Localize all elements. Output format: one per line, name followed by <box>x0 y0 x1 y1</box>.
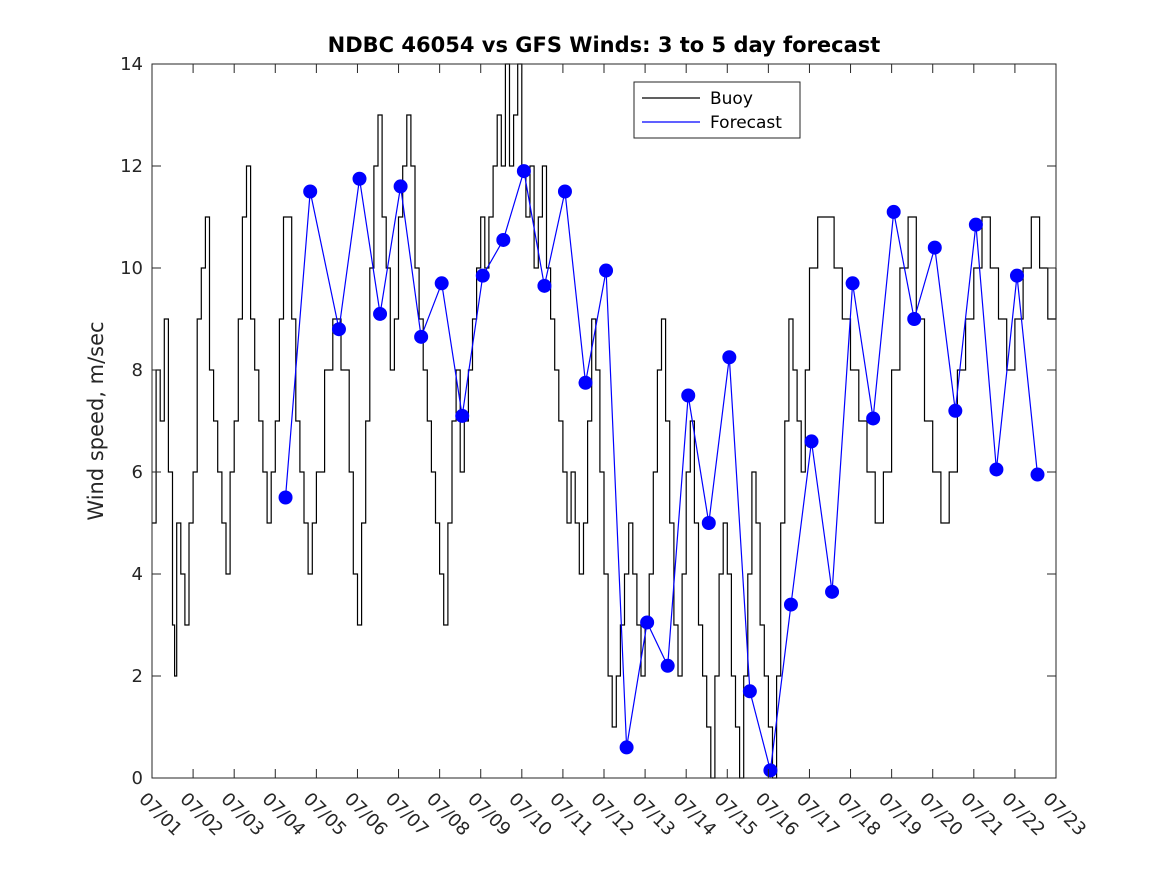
y-tick-label: 2 <box>132 666 143 687</box>
forecast-marker <box>278 490 293 505</box>
forecast-marker <box>537 278 552 293</box>
forecast-marker <box>619 740 634 755</box>
forecast-marker <box>1009 268 1024 283</box>
y-tick-label: 8 <box>132 360 143 381</box>
forecast-marker <box>701 516 716 530</box>
legend: Buoy Forecast <box>633 81 801 139</box>
data-layer <box>152 63 1057 779</box>
forecast-marker <box>578 375 593 390</box>
forecast-marker <box>331 322 346 337</box>
y-axis: 0 2 4 6 8 10 12 14 <box>120 54 1056 789</box>
forecast-marker <box>516 164 531 179</box>
forecast-marker <box>845 276 860 291</box>
forecast-marker <box>804 434 819 449</box>
forecast-marker <box>968 217 983 232</box>
y-axis-label: Wind speed, m/sec <box>84 321 108 520</box>
forecast-marker <box>886 204 901 219</box>
y-tick-label: 0 <box>132 768 143 789</box>
plot-background <box>152 64 1056 778</box>
y-tick-label: 12 <box>120 156 143 177</box>
legend-buoy-label: Buoy <box>710 89 753 109</box>
forecast-marker <box>414 329 429 344</box>
forecast-marker <box>989 462 1004 477</box>
forecast-marker <box>599 263 614 278</box>
forecast-marker <box>393 179 408 194</box>
forecast-marker <box>660 658 675 673</box>
y-tick-label: 10 <box>120 258 143 279</box>
forecast-marker <box>783 597 798 612</box>
y-tick-label: 4 <box>132 564 143 585</box>
forecast-marker <box>742 684 757 699</box>
plot-frame <box>151 63 1057 779</box>
chart-title: NDBC 46054 vs GFS Winds: 3 to 5 day fore… <box>328 33 881 57</box>
forecast-marker <box>948 403 963 418</box>
forecast-marker <box>303 184 318 199</box>
y-tick-label: 6 <box>132 462 143 483</box>
forecast-marker <box>722 350 737 365</box>
legend-forecast-label: Forecast <box>710 113 782 133</box>
forecast-marker <box>434 276 449 291</box>
forecast-marker <box>763 763 778 778</box>
forecast-marker <box>825 584 840 599</box>
y-tick-label: 14 <box>120 54 143 75</box>
forecast-marker <box>373 306 388 321</box>
forecast-marker <box>1030 467 1045 482</box>
forecast-marker <box>557 184 572 199</box>
forecast-marker <box>907 312 922 326</box>
legend-box <box>633 81 801 139</box>
buoy-series-line <box>152 63 1057 779</box>
forecast-marker <box>927 240 942 255</box>
forecast-marker <box>681 388 696 403</box>
plot-area <box>152 64 1056 778</box>
forecast-marker <box>866 411 881 426</box>
forecast-marker <box>496 232 511 247</box>
forecast-marker <box>352 171 367 186</box>
forecast-marker <box>455 408 470 423</box>
forecast-marker <box>640 615 655 630</box>
forecast-marker <box>475 268 490 283</box>
